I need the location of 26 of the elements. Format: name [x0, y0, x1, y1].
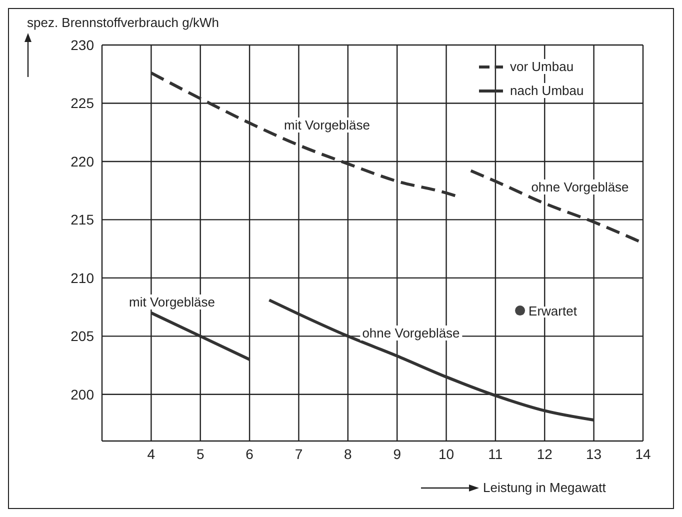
y-tick-label: 220: [70, 153, 94, 170]
x-tick-label: 14: [635, 446, 651, 462]
x-axis-title: Leistung in Megawatt: [483, 480, 606, 495]
annotation: mit Vorgebläse: [282, 118, 372, 132]
annotation: mit Vorgebläse: [127, 294, 217, 310]
legend-label: nach Umbau: [507, 83, 587, 98]
y-tick-label: 230: [70, 36, 94, 53]
x-tick-label: 8: [344, 446, 352, 462]
y-tick-label: 225: [70, 95, 94, 112]
legend-label: vor Umbau: [507, 59, 577, 74]
y-axis-title: spez. Brennstoffverbrauch g/kWh: [27, 15, 219, 30]
x-tick-label: 4: [147, 446, 156, 462]
x-tick-label: 9: [393, 446, 402, 462]
annotation: ohne Vorgebläse: [360, 326, 462, 340]
y-tick-label: 205: [70, 328, 94, 344]
y-tick-label: 210: [70, 270, 94, 286]
annotation: ohne Vorgebläse: [529, 180, 631, 194]
x-tick-label: 7: [294, 446, 303, 462]
x-tick-label: 5: [196, 446, 204, 462]
x-tick-label: 6: [246, 446, 254, 462]
x-tick-label: 11: [488, 446, 503, 462]
x-tick-label: 13: [586, 446, 602, 462]
y-tick-label: 215: [70, 212, 94, 228]
y-tick-label: 200: [70, 386, 94, 402]
x-tick-label: 12: [536, 446, 553, 462]
x-tick-label: 10: [438, 446, 454, 462]
